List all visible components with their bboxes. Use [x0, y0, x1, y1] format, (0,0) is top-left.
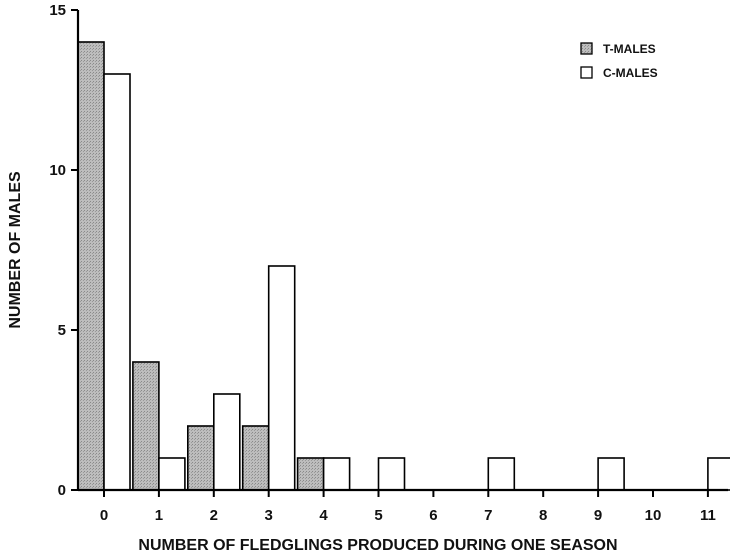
- x-tick-label-0: 0: [100, 507, 108, 524]
- x-axis-title: NUMBER OF FLEDGLINGS PRODUCED DURING ONE…: [138, 537, 617, 554]
- bar-c-males-5: [377, 457, 406, 491]
- x-tick-label-4: 4: [319, 507, 328, 524]
- bar-c-males-2: [213, 393, 241, 491]
- axes-group: [71, 9, 728, 497]
- x-tick-label-7: 7: [484, 507, 492, 524]
- x-tick-label-5: 5: [374, 507, 382, 524]
- x-tick-label-10: 10: [645, 507, 662, 524]
- x-tick-labels: 0 1 2 3 4 5 6 7 8 9 10 11: [100, 507, 716, 524]
- bar-c-males-9: [597, 457, 625, 491]
- bar-t-males-3: [241, 425, 270, 491]
- y-axis-title: NUMBER OF MALES: [7, 171, 24, 329]
- y-tick-labels: 0 5 10 15: [49, 2, 66, 499]
- y-tick-label-15: 15: [49, 2, 66, 19]
- y-tick-label-0: 0: [58, 482, 66, 499]
- bar-c-males-1: [158, 457, 186, 491]
- x-tick-label-3: 3: [265, 507, 273, 524]
- legend: T-MALES C-MALES: [580, 42, 658, 80]
- bar-t-males-4: [296, 457, 325, 491]
- legend-label-t-males: T-MALES: [603, 42, 656, 56]
- bar-t-males-2: [187, 425, 215, 491]
- bar-c-males-11: [707, 457, 730, 491]
- bars-group: [77, 41, 730, 491]
- y-tick-label-10: 10: [49, 162, 66, 179]
- bar-t-males-0: [77, 41, 105, 491]
- bar-c-males-4: [322, 457, 351, 491]
- x-tick-label-6: 6: [429, 507, 437, 524]
- x-tick-label-11: 11: [700, 507, 716, 524]
- legend-label-c-males: C-MALES: [603, 66, 658, 80]
- x-tick-label-9: 9: [594, 507, 602, 524]
- x-tick-label-8: 8: [539, 507, 547, 524]
- x-tick-label-2: 2: [210, 507, 218, 524]
- y-tick-label-5: 5: [58, 322, 66, 339]
- bar-c-males-3: [267, 265, 296, 491]
- bar-c-males-0: [103, 73, 131, 491]
- legend-swatch-c-males: [580, 66, 593, 79]
- x-tick-label-1: 1: [155, 507, 163, 524]
- bar-c-males-7: [487, 457, 516, 491]
- legend-swatch-t-males: [580, 42, 593, 55]
- bar-t-males-1: [132, 361, 160, 491]
